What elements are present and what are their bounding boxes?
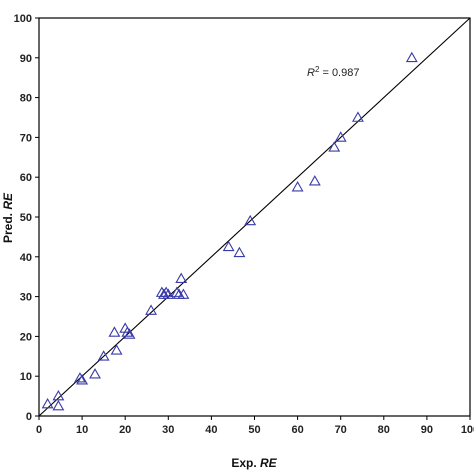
y-tick-label: 20	[20, 331, 32, 343]
data-point-triangle	[41, 397, 54, 409]
data-point-triangle	[108, 326, 121, 337]
y-axis-title-prefix: Pred.	[1, 210, 15, 243]
x-tick-label: 50	[248, 424, 260, 436]
data-point-triangle	[334, 131, 347, 142]
data-point-triangle	[233, 246, 246, 258]
x-tick-label: 10	[76, 424, 88, 436]
data-point-triangle	[121, 326, 134, 337]
data-point-triangle	[291, 181, 304, 192]
x-axis-title-italic: RE	[260, 456, 278, 470]
y-tick-label: 40	[20, 252, 32, 264]
r2-annotation: R2 = 0.987	[307, 65, 359, 80]
data-point-triangle	[110, 344, 123, 355]
x-tick-label: 40	[205, 424, 217, 436]
data-point-triangle	[351, 111, 364, 122]
data-point-triangle	[76, 374, 89, 385]
x-tick-label: 60	[291, 424, 303, 436]
data-points	[41, 51, 418, 411]
y-tick-label: 70	[20, 132, 32, 144]
data-point-triangle	[123, 328, 136, 339]
fit-line	[38, 17, 471, 417]
data-point-triangle	[328, 141, 341, 152]
y-tick-label: 100	[14, 13, 32, 25]
x-tick-label: 100	[461, 424, 474, 436]
r2-symbol: R	[307, 67, 315, 79]
data-point-triangle	[160, 286, 173, 297]
data-point-triangle	[89, 368, 101, 379]
data-point-triangle	[162, 288, 175, 299]
x-tick-label: 90	[421, 424, 433, 436]
data-point-triangle	[170, 286, 183, 297]
y-tick-label: 90	[20, 53, 32, 65]
y-axis-title: Pred. RE	[1, 192, 15, 243]
x-tick-label: 30	[162, 424, 174, 436]
data-point-triangle	[175, 272, 188, 283]
data-point-triangle	[145, 304, 158, 315]
fit-line-group	[38, 17, 471, 417]
y-tick-label: 10	[20, 371, 32, 383]
data-point-triangle	[177, 288, 190, 299]
x-axis-title-prefix: Exp.	[231, 456, 260, 470]
x-tick-label: 80	[378, 424, 390, 436]
tick-labels: 0 10 20 30 40 50 60 70 80 90 100 0 10 20 30 40 50 60 70 80 9…	[14, 13, 474, 436]
data-point-triangle	[97, 350, 110, 361]
y-axis-title-italic: RE	[1, 192, 15, 210]
x-tick-label: 0	[36, 424, 42, 436]
y-tick-label: 80	[20, 93, 32, 105]
x-axis-title: Exp. RE	[231, 456, 277, 470]
data-point-triangle	[244, 214, 257, 226]
y-tick-label: 60	[20, 172, 32, 184]
data-point-triangle	[222, 240, 235, 252]
r2-superscript: 2	[315, 65, 320, 74]
data-point-triangle	[73, 372, 86, 383]
y-tick-label: 0	[26, 411, 32, 423]
x-tick-label: 20	[119, 424, 131, 436]
r2-value: = 0.987	[319, 67, 359, 79]
y-tick-label: 30	[20, 292, 32, 304]
data-point-triangle	[52, 399, 65, 411]
data-point-triangle	[52, 389, 65, 401]
y-tick-label: 50	[20, 212, 32, 224]
data-point-triangle	[308, 175, 321, 186]
axes	[35, 17, 471, 420]
x-tick-label: 70	[335, 424, 347, 436]
data-point-triangle	[405, 51, 418, 63]
